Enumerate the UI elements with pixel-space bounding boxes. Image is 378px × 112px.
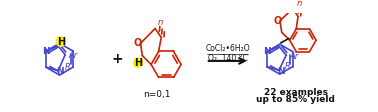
Text: O: O xyxy=(134,38,142,48)
Text: R: R xyxy=(65,63,71,72)
Text: N: N xyxy=(277,67,285,75)
Text: Ar: Ar xyxy=(290,52,299,61)
Text: Ar: Ar xyxy=(68,51,78,60)
Text: n: n xyxy=(297,0,302,8)
Text: O₂, 140 °C: O₂, 140 °C xyxy=(208,54,248,63)
Text: N: N xyxy=(42,47,50,56)
Text: +: + xyxy=(112,52,124,66)
Text: n=0,1: n=0,1 xyxy=(143,90,170,99)
Text: 22 examples: 22 examples xyxy=(263,88,328,97)
Text: up to 85% yield: up to 85% yield xyxy=(256,95,335,104)
Text: H: H xyxy=(57,37,65,46)
Text: CoCl₂•6H₂O: CoCl₂•6H₂O xyxy=(206,44,250,53)
Text: n: n xyxy=(158,18,163,27)
Circle shape xyxy=(56,36,66,47)
Text: R: R xyxy=(285,62,290,71)
Text: O: O xyxy=(273,16,282,26)
Circle shape xyxy=(133,57,143,68)
Text: N: N xyxy=(263,47,271,56)
Text: N: N xyxy=(56,67,64,76)
Text: H: H xyxy=(134,58,142,68)
